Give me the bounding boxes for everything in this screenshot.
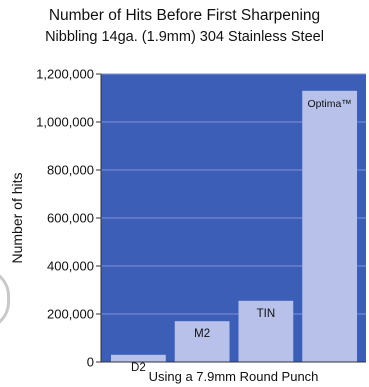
x-axis-label: Using a 7.9mm Round Punch xyxy=(149,369,319,384)
y-tick-label: 1,000,000 xyxy=(36,115,94,130)
bar xyxy=(174,321,230,362)
bar-label: M2 xyxy=(194,328,210,340)
bar-label: D2 xyxy=(131,362,146,374)
y-tick-label: 1,200,000 xyxy=(36,67,94,82)
y-axis-label: Number of hits xyxy=(9,172,25,263)
chart-title: Number of Hits Before First Sharpening xyxy=(48,7,321,24)
bar-label: TIN xyxy=(257,308,276,320)
y-tick-label: 800,000 xyxy=(47,163,94,178)
bars xyxy=(111,90,357,363)
y-tick-label: 400,000 xyxy=(47,259,94,274)
bar xyxy=(238,300,294,362)
y-tick-label: 200,000 xyxy=(47,307,94,322)
bar-label: Optima™ xyxy=(307,98,351,110)
bar-labels: D2 M2 TIN Optima™ xyxy=(131,98,352,374)
y-axis-ticks: 0 200,000 400,000 600,000 800,000 1,000,000 1,… xyxy=(36,67,101,370)
chart-subtitle: Nibbling 14ga. (1.9mm) 304 Stainless Ste… xyxy=(45,29,324,45)
bar xyxy=(302,90,357,363)
y-tick-label: 600,000 xyxy=(47,211,94,226)
y-tick-label: 0 xyxy=(87,355,94,370)
bar xyxy=(111,354,166,362)
